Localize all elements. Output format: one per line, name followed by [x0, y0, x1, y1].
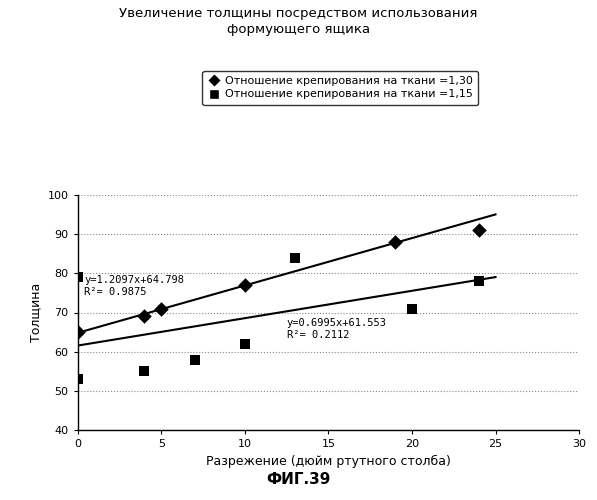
Point — [390, 238, 400, 246]
Point — [140, 367, 149, 375]
Point — [240, 281, 250, 289]
Point — [474, 226, 484, 234]
Legend: Отношение крепирования на ткани =1,30, Отношение крепирования на ткани =1,15: Отношение крепирования на ткани =1,30, О… — [202, 70, 478, 105]
Point — [290, 254, 300, 262]
X-axis label: Разрежение (дюйм ртутного столба): Разрежение (дюйм ртутного столба) — [206, 454, 451, 468]
Point — [156, 304, 166, 312]
Point — [73, 328, 82, 336]
Point — [240, 340, 250, 348]
Text: y=1.2097x+64.798
R²= 0.9875: y=1.2097x+64.798 R²= 0.9875 — [84, 276, 184, 297]
Point — [73, 375, 82, 383]
Point — [140, 312, 149, 320]
Point — [474, 277, 484, 285]
Text: формующего ящика: формующего ящика — [227, 22, 370, 36]
Text: Увеличение толщины посредством использования: Увеличение толщины посредством использов… — [119, 8, 478, 20]
Text: y=0.6995x+61.553
R²= 0.2112: y=0.6995x+61.553 R²= 0.2112 — [287, 318, 387, 340]
Text: ФИГ.39: ФИГ.39 — [266, 472, 331, 488]
Point — [407, 304, 417, 312]
Y-axis label: Толщина: Толщина — [29, 283, 42, 342]
Point — [73, 273, 82, 281]
Point — [190, 356, 199, 364]
